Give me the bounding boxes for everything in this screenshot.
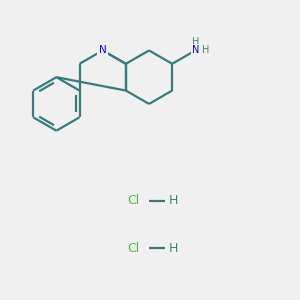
Text: H: H [192,37,199,46]
Text: Cl: Cl [128,242,140,255]
Text: N: N [192,45,199,56]
Text: H: H [169,242,178,255]
Text: H: H [202,45,209,56]
Text: H: H [169,194,178,207]
Text: N: N [99,45,106,56]
Text: Cl: Cl [128,194,140,207]
